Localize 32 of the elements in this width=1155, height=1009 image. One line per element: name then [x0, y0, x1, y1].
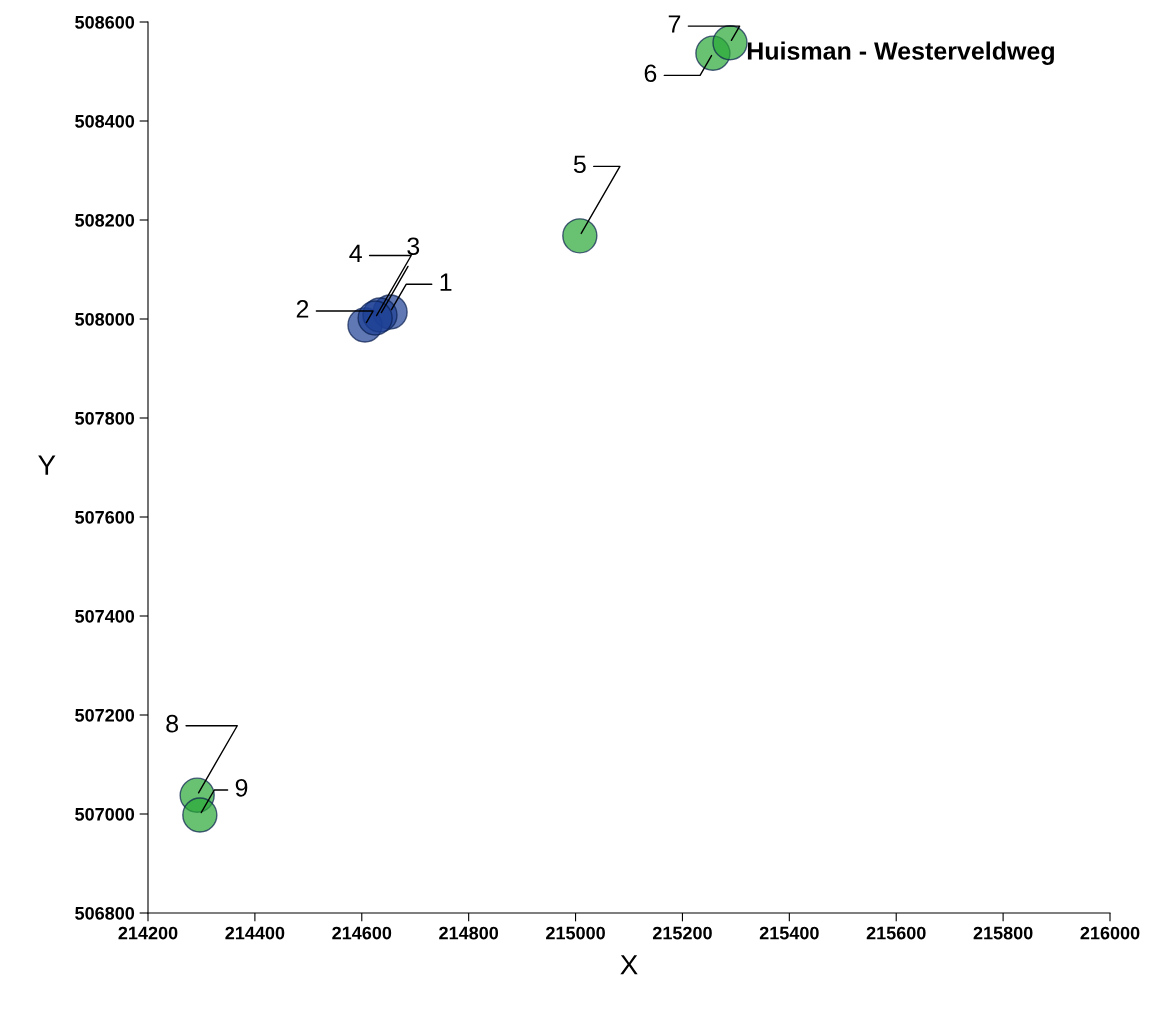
x-axis-title: X	[620, 955, 638, 975]
x-tick-label: 215200	[652, 926, 712, 940]
y-tick-label: 507600	[75, 510, 135, 524]
x-tick-label: 214600	[332, 926, 392, 940]
y-tick-label: 506800	[75, 906, 135, 920]
y-tick-label: 508400	[75, 114, 135, 128]
x-tick-label: 215800	[973, 926, 1033, 940]
x-tick-label: 215400	[759, 926, 819, 940]
y-tick-label: 508200	[75, 213, 135, 227]
y-axis-title: Y	[38, 455, 56, 475]
annotation: 2	[296, 300, 309, 318]
x-tick-label: 215600	[866, 926, 926, 940]
x-tick-label: 214400	[225, 926, 285, 940]
annotation: 7	[668, 15, 681, 33]
x-tick-label: 214800	[439, 926, 499, 940]
y-tick-label: 508000	[75, 312, 135, 326]
y-tick-label: 507200	[75, 708, 135, 722]
y-tick-label: 508600	[75, 15, 135, 29]
annotation: 6	[644, 64, 657, 83]
y-tick-label: 507400	[75, 609, 135, 623]
y-tick-label: 507800	[75, 411, 135, 425]
x-tick-label: 214200	[118, 926, 178, 940]
annotation: 8	[166, 714, 179, 733]
x-tick-label: 216000	[1080, 926, 1140, 940]
x-tick-label: 215000	[546, 926, 605, 940]
y-tick-label: 507000	[75, 807, 135, 821]
annotation: Huisman - Westerveldweg	[747, 41, 1054, 65]
annotation: 1	[440, 273, 452, 291]
annotation: 9	[235, 779, 248, 797]
annotation: 4	[349, 244, 362, 262]
annotation: 5	[573, 155, 586, 174]
annotation: 3	[407, 237, 420, 256]
